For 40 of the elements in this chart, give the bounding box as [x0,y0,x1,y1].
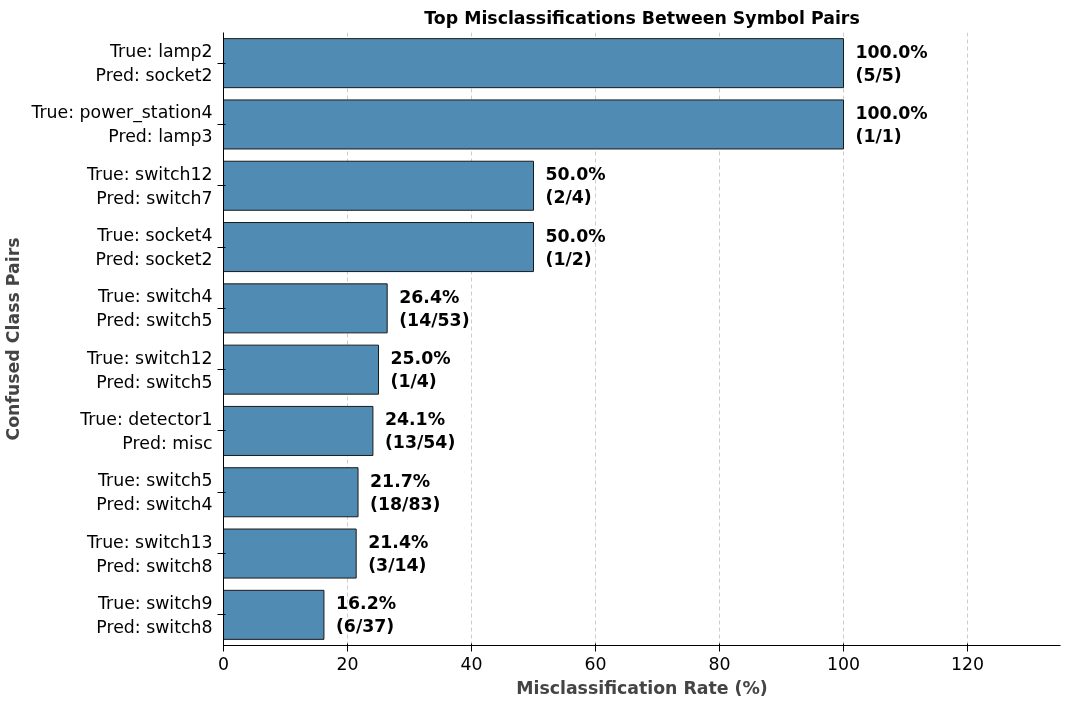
x-tick-label: 80 [708,653,731,674]
x-tick-label: 60 [584,653,607,674]
x-tick-label: 0 [217,653,230,674]
data-label: 24.1% (13/54) [384,409,456,453]
bar [223,589,325,640]
bar [223,344,379,395]
x-tick-label: 120 [950,653,985,674]
data-label: 100.0% (5/5) [855,41,928,85]
x-axis-title: Misclassification Rate (%) [516,677,768,698]
y-tick-label: True: power_station4 Pred: lamp3 [30,102,213,147]
bar [223,283,388,334]
data-label: 25.0% (1/4) [390,348,451,392]
y-tick-label: True: detector1 Pred: misc [79,408,213,453]
x-tick-label: 20 [336,653,359,674]
data-label: 16.2% (6/37) [335,593,397,637]
data-label: 50.0% (2/4) [545,164,606,208]
bar [223,99,844,150]
bar [223,528,357,579]
y-tick-label: True: switch4 Pred: switch5 [96,286,213,331]
bar [223,405,374,456]
data-label: 50.0% (1/2) [545,225,606,269]
bar [223,38,844,89]
data-label: 100.0% (1/1) [855,102,928,146]
y-tick-label: True: switch12 Pred: switch7 [85,163,213,208]
y-tick-label: True: switch12 Pred: switch5 [85,347,213,392]
data-label: 21.7% (18/83) [370,470,441,514]
bar [223,467,359,518]
bar [223,222,534,273]
chart-title: Top Misclassifications Between Symbol Pairs [424,7,860,28]
data-label: 21.4% (3/14) [368,532,429,576]
x-tick-label: 100 [826,653,861,674]
y-tick-label: True: switch5 Pred: switch4 [96,470,213,515]
data-label: 26.4% (14/53) [399,286,470,330]
y-tick-label: True: switch13 Pred: switch8 [85,531,213,576]
y-tick-label: True: switch9 Pred: switch8 [96,592,213,637]
x-tick-label: 40 [460,653,483,674]
y-tick-label: True: socket4 Pred: socket2 [95,225,213,270]
y-tick-label: True: lamp2 Pred: socket2 [95,41,213,86]
y-axis-title: Confused Class Pairs [3,237,24,441]
bar [223,160,534,211]
